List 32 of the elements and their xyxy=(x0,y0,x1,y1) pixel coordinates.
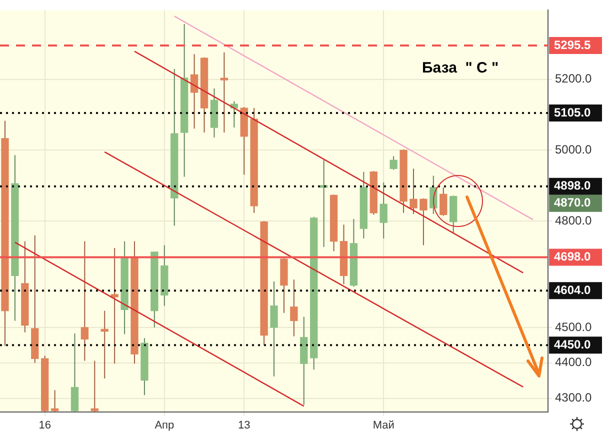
y-tick-label: 4500.0 xyxy=(555,320,592,334)
candlestick xyxy=(50,390,59,412)
ref-line-label: 4450.0 xyxy=(554,337,592,352)
candlestick xyxy=(80,240,89,362)
text: 4870.0 xyxy=(554,196,592,210)
ref-line-label: 5295.5 xyxy=(554,38,592,52)
candlestick xyxy=(290,279,298,337)
y-tick-label: 5200.0 xyxy=(555,72,592,86)
y-tick-label: 4400.0 xyxy=(555,355,592,370)
y-tick-label: 5000.0 xyxy=(555,142,592,157)
ref-line-label: 4898.0 xyxy=(554,178,592,193)
candlestick xyxy=(390,156,398,170)
y-tick-label: 4300.0 xyxy=(555,390,592,405)
candlestick xyxy=(110,248,118,364)
candlestick xyxy=(410,168,418,215)
ref-line-label: 5105.0 xyxy=(554,105,592,120)
y-tick-label: 4800.0 xyxy=(555,213,592,228)
candlestick xyxy=(440,186,448,216)
x-tick-label: 13 xyxy=(238,419,250,432)
candlestick xyxy=(380,182,388,239)
ref-line-label: 4698.0 xyxy=(554,250,592,264)
candlestick xyxy=(190,54,198,130)
candlestick xyxy=(320,160,328,248)
ref-line-label: 4604.0 xyxy=(554,282,592,297)
annotation: База " C " xyxy=(422,59,499,76)
x-tick-label: Май xyxy=(372,419,394,432)
x-tick-label: Апр xyxy=(154,419,174,432)
candlestick xyxy=(270,280,278,377)
candlestick xyxy=(220,52,228,133)
x-tick-label: 16 xyxy=(38,419,51,432)
candlestick xyxy=(90,360,98,412)
candlestick xyxy=(420,198,428,246)
